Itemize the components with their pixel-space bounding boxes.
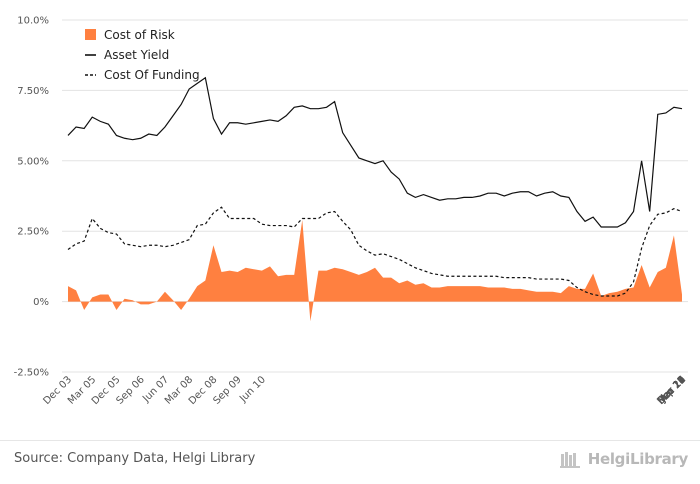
y-tick-label: 0% <box>33 297 49 308</box>
x-tick-label: Mar 23 <box>656 374 688 406</box>
series-cost-of-risk-area <box>68 219 682 322</box>
y-tick-labels: -2.50% 0% 2.50% 5.00% 7.50% 10.0% <box>14 16 49 379</box>
series-cost-of-funding-line <box>67 206 683 297</box>
legend-label: Cost Of Funding <box>104 68 200 82</box>
y-tick-label: -2.50% <box>14 368 49 379</box>
legend-label: Cost of Risk <box>104 28 175 42</box>
legend-swatch <box>85 29 96 40</box>
area-layer <box>68 219 682 322</box>
line-layer <box>67 76 683 297</box>
legend: Cost of Risk Asset Yield Cost Of Funding <box>85 28 200 82</box>
series-asset-yield-line <box>67 76 683 228</box>
y-tick-label: 2.50% <box>17 227 49 238</box>
library-books-icon <box>559 452 580 468</box>
source-note: Source: Company Data, Helgi Library <box>14 451 256 466</box>
y-tick-label: 5.00% <box>17 156 49 167</box>
logo-text: HelgiLibrary <box>587 450 689 468</box>
helgi-library-logo: HelgiLibrary <box>559 449 688 469</box>
y-tick-label: 7.50% <box>17 86 49 97</box>
legend-label: Asset Yield <box>104 48 169 62</box>
footer: Source: Company Data, Helgi Library Helg… <box>0 440 700 484</box>
y-tick-label: 10.0% <box>17 16 49 27</box>
x-tick-label: Jun 10 <box>237 374 268 405</box>
